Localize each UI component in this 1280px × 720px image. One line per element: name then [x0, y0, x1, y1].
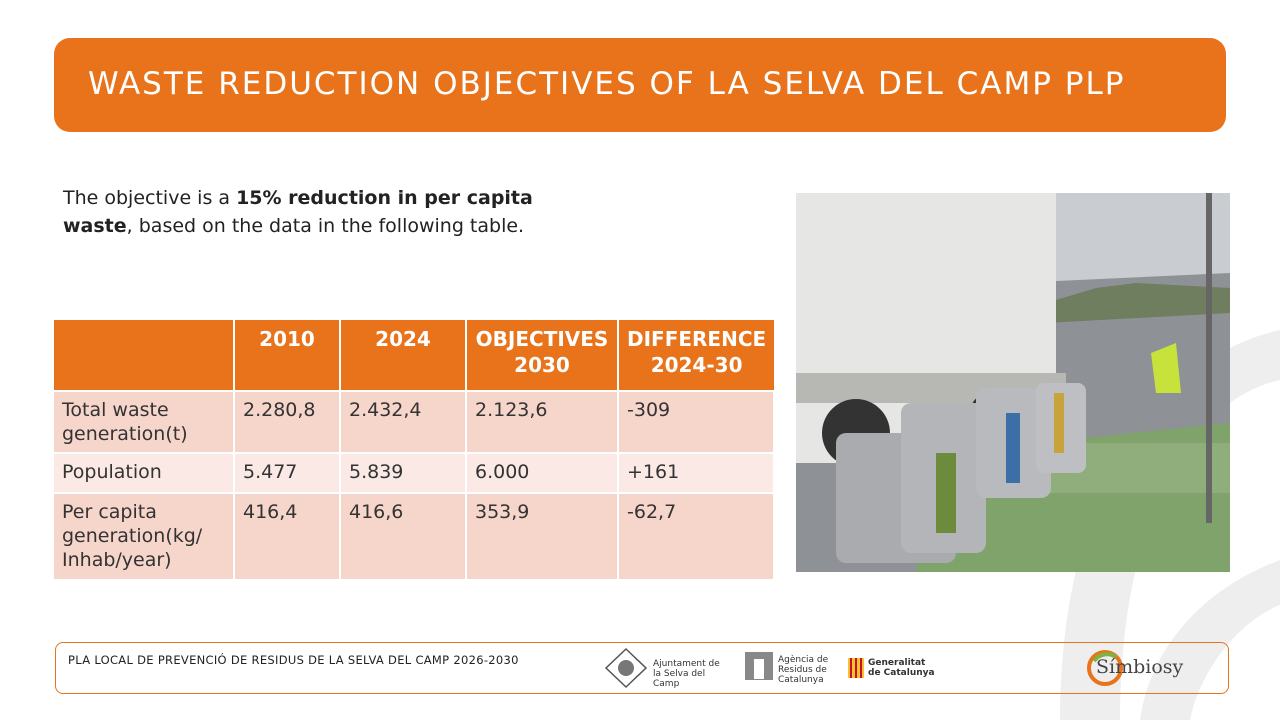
footer: PLA LOCAL DE PREVENCIÓ DE RESIDUS DE LA …	[55, 642, 1229, 694]
header-cell: 2024	[340, 320, 467, 391]
header-cell-empty	[54, 320, 235, 391]
cell: 5.839	[340, 452, 467, 493]
logo-generalitat: Generalitat de Catalunya	[868, 658, 935, 678]
title: WASTE REDUCTION OBJECTIVES OF LA SELVA D…	[88, 66, 1126, 102]
cell: 2.432,4	[340, 390, 467, 453]
cell: 6.000	[466, 452, 619, 493]
logo-icon	[848, 658, 864, 678]
cell: 353,9	[466, 492, 619, 579]
cell: 416,6	[340, 492, 467, 579]
cell: Population	[54, 452, 235, 493]
intro-text-part: The objective is a	[63, 187, 237, 209]
cell: Per capita generation(kg/ Inhab/year)	[54, 492, 235, 579]
cell: Total waste generation(t)	[54, 390, 235, 453]
logo-simbiosy: Símbiosy	[1096, 656, 1184, 678]
cell: -62,7	[618, 492, 776, 579]
footer-text: PLA LOCAL DE PREVENCIÓ DE RESIDUS DE LA …	[68, 653, 519, 667]
header-cell: OBJECTIVES 2030	[466, 320, 619, 391]
header-bar: WASTE REDUCTION OBJECTIVES OF LA SELVA D…	[54, 38, 1226, 132]
cell: +161	[618, 452, 776, 493]
logo-icon	[604, 647, 648, 689]
cell: 2.280,8	[234, 390, 341, 453]
cell: 2.123,6	[466, 390, 619, 453]
logo-agencia: Agència de Residus de Catalunya	[778, 655, 829, 685]
cell: 416,4	[234, 492, 341, 579]
cell: -309	[618, 390, 776, 453]
intro-bold: 15% reduction in per capita waste	[63, 187, 533, 237]
data-table: 2010 2024 OBJECTIVES 2030 DIFFERENCE 202…	[54, 320, 776, 579]
header-cell: DIFFERENCE 2024-30	[618, 320, 775, 391]
intro-text-part: , based on the data in the following tab…	[126, 215, 525, 237]
logo-ajuntament: Ajuntament de la Selva del Camp	[653, 659, 720, 689]
logo-icon	[1087, 650, 1123, 686]
header-cell: 2010	[234, 320, 341, 391]
photo	[796, 193, 1230, 572]
logo-icon	[745, 652, 773, 680]
cell: 5.477	[234, 452, 341, 493]
intro-text: The objective is a 15% reduction in per …	[63, 184, 533, 240]
